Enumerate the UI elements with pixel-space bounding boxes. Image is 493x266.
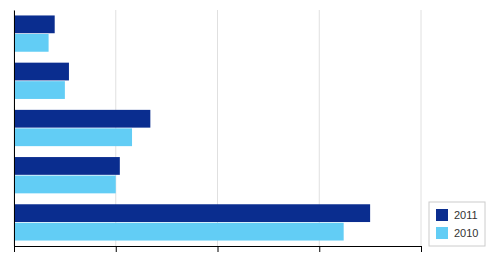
bar — [14, 204, 370, 222]
grid — [14, 10, 421, 246]
legend-label: 2010 — [454, 227, 478, 239]
bars — [14, 15, 370, 240]
legend: 2011 2010 — [429, 202, 485, 246]
x-axis — [15, 246, 422, 252]
series — [14, 34, 344, 241]
grid-line — [14, 10, 15, 246]
legend-item: 2010 — [436, 227, 478, 239]
legend-swatch — [436, 209, 448, 221]
bar — [14, 63, 69, 81]
legend-frame — [429, 202, 485, 246]
grid-line — [421, 10, 422, 246]
tick — [14, 246, 15, 252]
tick-mark — [319, 246, 320, 252]
legend-item: 2011 — [436, 209, 478, 221]
legend-swatch — [436, 227, 448, 239]
bar — [14, 34, 49, 52]
axis-line — [14, 11, 15, 247]
chart: 2011 2010 — [0, 0, 493, 266]
bar — [14, 110, 150, 128]
tick — [116, 246, 117, 252]
tick — [218, 246, 219, 252]
axis-line — [15, 247, 422, 253]
y-axis — [14, 11, 15, 247]
bar — [14, 223, 344, 241]
bar — [14, 15, 55, 33]
bar — [14, 176, 116, 194]
bar — [14, 157, 120, 175]
legend-label: 2011 — [454, 209, 478, 221]
tick-mark — [14, 246, 15, 252]
series — [14, 15, 370, 222]
tick-mark — [116, 246, 117, 252]
tick-mark — [421, 246, 422, 252]
plot — [14, 10, 422, 252]
bar — [14, 81, 65, 99]
tick — [421, 246, 422, 252]
bar — [14, 128, 132, 146]
tick — [319, 246, 320, 252]
tick-mark — [218, 246, 219, 252]
